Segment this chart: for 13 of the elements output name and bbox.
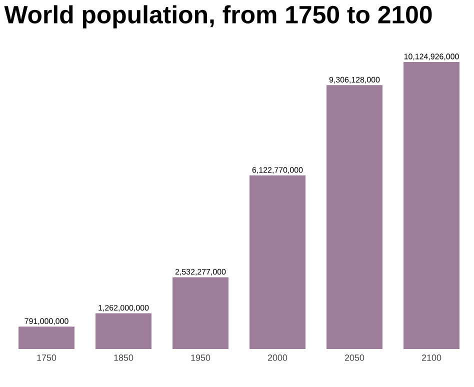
bar <box>250 175 306 349</box>
bar <box>18 326 75 349</box>
chart-title: World population, from 1750 to 2100 <box>4 5 432 28</box>
bar <box>326 85 383 349</box>
x-tick-label: 2050 <box>344 354 364 361</box>
x-tick-label: 2000 <box>268 354 288 361</box>
bar <box>404 62 460 349</box>
bar <box>96 313 152 349</box>
x-tick-label: 1950 <box>191 354 210 361</box>
x-tick-label: 1750 <box>37 354 56 361</box>
bar <box>172 277 229 349</box>
x-tick-label: 2100 <box>422 354 442 361</box>
x-tick-label: 1850 <box>114 354 134 361</box>
